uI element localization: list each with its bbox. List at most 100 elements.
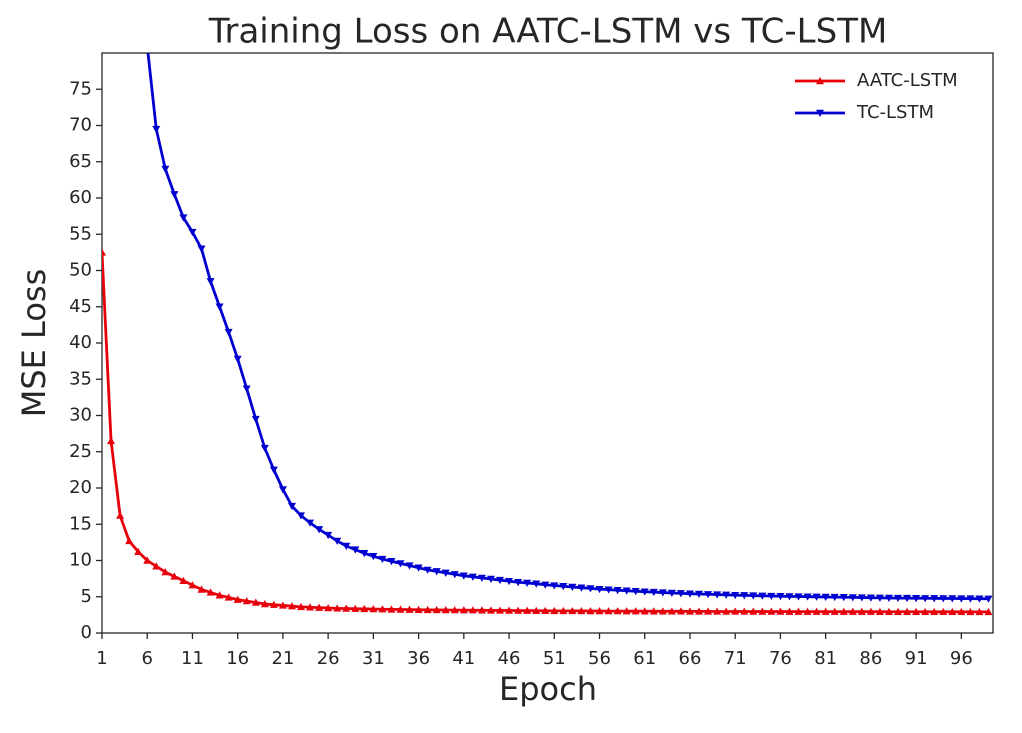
x-tick-label: 21 xyxy=(271,648,294,669)
data-point xyxy=(188,581,197,589)
data-point xyxy=(269,466,278,474)
data-point xyxy=(559,583,568,591)
data-point xyxy=(912,607,921,615)
data-point xyxy=(984,607,993,616)
data-point xyxy=(776,607,785,615)
y-tick-label: 10 xyxy=(69,550,92,571)
data-point xyxy=(360,604,369,613)
data-point xyxy=(369,552,378,561)
data-point xyxy=(315,526,324,534)
data-point xyxy=(894,594,903,603)
data-point xyxy=(640,607,649,615)
data-point xyxy=(324,603,333,612)
data-point xyxy=(143,43,151,50)
data-point xyxy=(884,594,893,602)
series-line xyxy=(102,252,989,614)
data-point xyxy=(496,576,505,585)
data-point xyxy=(152,125,161,134)
data-point xyxy=(251,598,260,606)
data-point xyxy=(215,303,224,311)
data-point xyxy=(496,606,505,614)
data-point xyxy=(658,607,667,615)
data-point xyxy=(550,606,559,615)
data-point xyxy=(450,571,459,579)
data-point xyxy=(930,607,939,616)
legend-label: TC-LSTM xyxy=(856,102,934,123)
data-point xyxy=(803,593,812,601)
data-point xyxy=(731,591,740,600)
data-point xyxy=(595,607,604,615)
data-point xyxy=(459,606,468,614)
data-point xyxy=(984,595,993,603)
data-point xyxy=(839,607,848,615)
data-point xyxy=(532,580,541,588)
y-tick-label: 40 xyxy=(69,332,92,353)
data-point xyxy=(685,590,694,598)
data-point xyxy=(604,586,613,594)
data-point xyxy=(577,606,586,615)
data-point xyxy=(749,607,758,615)
x-tick-label: 76 xyxy=(769,648,792,669)
x-tick-label: 51 xyxy=(543,648,566,669)
data-point xyxy=(269,600,278,608)
y-tick-label: 50 xyxy=(69,260,92,281)
data-point xyxy=(586,607,595,615)
data-point xyxy=(676,590,685,598)
data-point xyxy=(722,591,731,599)
data-point xyxy=(315,603,324,611)
x-tick-label: 91 xyxy=(905,648,928,669)
data-point xyxy=(287,602,296,610)
series-layer xyxy=(102,43,993,616)
y-tick-label: 5 xyxy=(81,586,92,607)
data-point xyxy=(170,572,179,580)
data-point xyxy=(306,519,315,527)
data-point xyxy=(342,604,351,612)
data-point xyxy=(957,595,966,603)
data-point xyxy=(903,594,912,603)
data-point xyxy=(233,355,242,363)
data-point xyxy=(450,606,459,614)
data-point xyxy=(405,562,414,570)
legend-marker xyxy=(816,77,824,85)
data-point xyxy=(776,593,785,601)
data-point xyxy=(695,607,704,615)
x-tick-label: 71 xyxy=(724,648,747,669)
plot-frame xyxy=(101,52,994,634)
y-tick-label: 15 xyxy=(69,513,92,534)
x-axis-label: Epoch xyxy=(499,670,597,708)
data-point xyxy=(948,595,957,603)
data-point xyxy=(378,555,387,564)
data-point xyxy=(966,607,975,616)
data-point xyxy=(107,436,116,445)
x-tick-label: 11 xyxy=(181,648,204,669)
data-point xyxy=(785,593,794,601)
data-point xyxy=(423,566,432,574)
data-point xyxy=(260,600,269,608)
data-point xyxy=(179,214,188,222)
y-tick-label: 30 xyxy=(69,405,92,426)
data-point xyxy=(866,607,875,615)
data-point xyxy=(903,607,912,615)
data-point xyxy=(839,594,848,602)
data-point xyxy=(695,590,704,598)
data-point xyxy=(704,607,713,615)
y-tick-label: 45 xyxy=(69,296,92,317)
data-point xyxy=(360,550,369,558)
data-point xyxy=(369,605,378,613)
x-tick-label: 36 xyxy=(407,648,430,669)
data-point xyxy=(550,582,559,590)
data-point xyxy=(342,542,351,550)
data-point xyxy=(161,568,170,576)
data-point xyxy=(704,591,713,599)
data-point xyxy=(505,577,514,586)
data-point xyxy=(333,604,342,612)
data-point xyxy=(116,511,125,519)
data-point xyxy=(722,607,731,615)
data-point xyxy=(921,607,930,616)
data-point xyxy=(631,588,640,596)
data-point xyxy=(749,592,758,600)
data-point xyxy=(758,607,767,615)
data-point xyxy=(821,607,830,615)
data-point xyxy=(233,595,242,603)
data-point xyxy=(396,605,405,613)
